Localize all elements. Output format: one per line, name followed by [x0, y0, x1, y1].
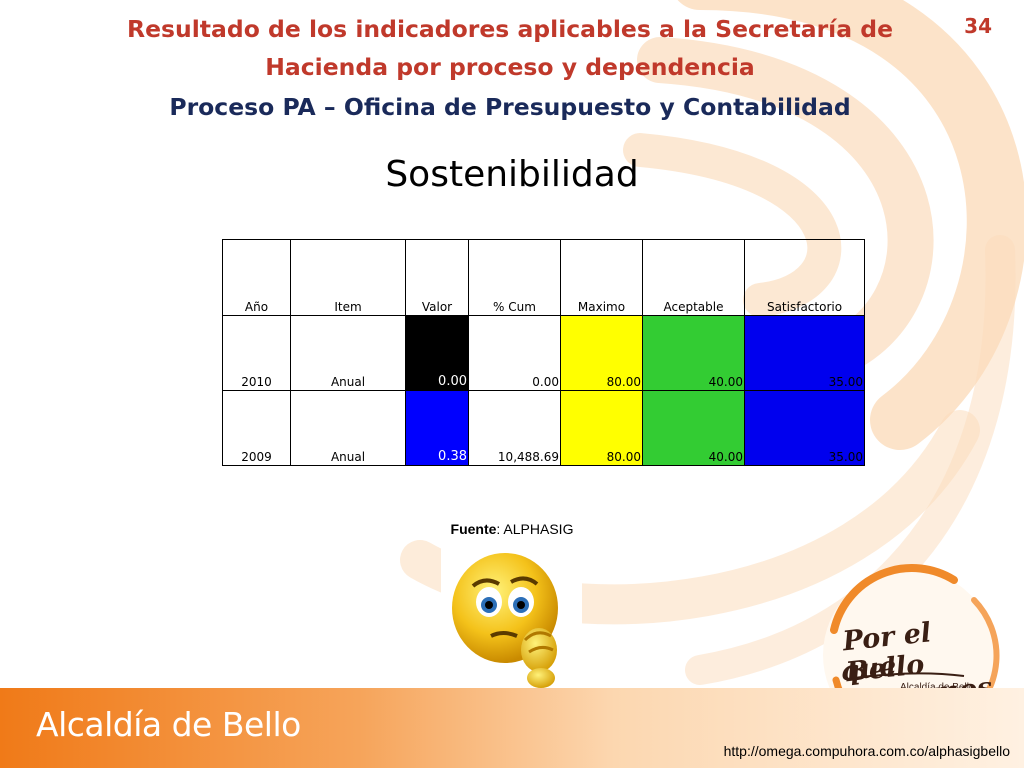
header-cum: % Cum: [468, 239, 561, 316]
title-line-2: Hacienda por proceso y dependencia: [265, 53, 755, 81]
cell-valor: 0.38: [405, 390, 469, 466]
cell-aceptable: 40.00: [642, 390, 745, 466]
source-label: Fuente: [450, 521, 497, 537]
header-satisfactorio: Satisfactorio: [744, 239, 865, 316]
cell-maximo: 80.00: [560, 390, 643, 466]
cell-anio: 2010: [222, 315, 291, 391]
source-note: Fuente: ALPHASIG: [0, 521, 1024, 537]
cell-cum: 0.00: [468, 315, 561, 391]
header-maximo: Maximo: [560, 239, 643, 316]
indicators-table: Año Item Valor % Cum Maximo Aceptable Sa…: [222, 239, 865, 466]
footer-brand: Alcaldía de Bello: [36, 705, 301, 744]
cell-anio: 2009: [222, 390, 291, 466]
header-item: Item: [290, 239, 406, 316]
cell-maximo: 80.00: [560, 315, 643, 391]
source-value: : ALPHASIG: [496, 521, 574, 537]
cell-aceptable: 40.00: [642, 315, 745, 391]
cell-item: Anual: [290, 390, 406, 466]
table-row: 2009 Anual 0.38 10,488.69 80.00 40.00 35…: [222, 390, 865, 466]
footer-band: [0, 688, 1024, 768]
subtitle: Proceso PA – Oficina de Presupuesto y Co…: [169, 93, 851, 121]
cell-valor: 0.00: [405, 315, 469, 391]
footer-url[interactable]: http://omega.compuhora.com.co/alphasigbe…: [723, 743, 1010, 759]
header-valor: Valor: [405, 239, 469, 316]
cell-item: Anual: [290, 315, 406, 391]
cell-satisfactorio: 35.00: [744, 315, 865, 391]
section-title: Sostenibilidad: [385, 154, 639, 195]
table-header-row: Año Item Valor % Cum Maximo Aceptable Sa…: [222, 239, 865, 316]
cell-satisfactorio: 35.00: [744, 390, 865, 466]
cell-cum: 10,488.69: [468, 390, 561, 466]
title-line-1: Resultado de los indicadores aplicables …: [126, 15, 894, 43]
logo-subtitle: Alcaldía de Bello: [900, 682, 975, 693]
header-aceptable: Aceptable: [642, 239, 745, 316]
header-anio: Año: [222, 239, 291, 316]
thinking-face-icon: [441, 544, 582, 692]
page-number: 34: [964, 14, 992, 38]
table-row: 2010 Anual 0.00 0.00 80.00 40.00 35.00: [222, 315, 865, 391]
